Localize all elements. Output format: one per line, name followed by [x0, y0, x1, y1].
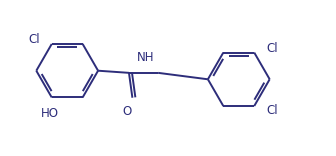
Text: Cl: Cl [266, 104, 278, 117]
Text: Cl: Cl [266, 42, 278, 55]
Text: O: O [123, 105, 132, 118]
Text: NH: NH [137, 51, 155, 64]
Text: HO: HO [41, 107, 58, 120]
Text: Cl: Cl [28, 33, 40, 46]
